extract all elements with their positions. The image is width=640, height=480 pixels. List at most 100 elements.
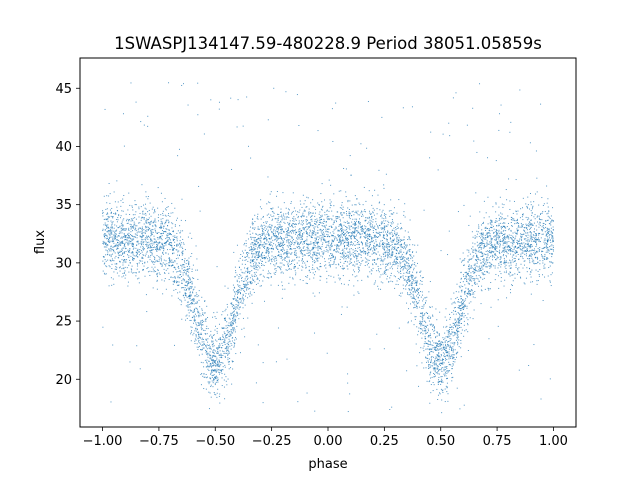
scatter-point — [271, 225, 273, 227]
scatter-point — [393, 275, 395, 277]
scatter-point — [389, 215, 391, 217]
scatter-point — [266, 247, 268, 249]
scatter-point — [334, 258, 336, 260]
scatter-point — [314, 215, 316, 217]
scatter-point — [165, 265, 167, 267]
scatter-point — [461, 289, 463, 291]
scatter-point — [271, 224, 273, 226]
scatter-point — [257, 251, 259, 253]
scatter-point — [447, 341, 449, 343]
scatter-point — [406, 270, 408, 272]
scatter-point — [453, 292, 455, 294]
scatter-point — [199, 337, 201, 339]
scatter-point — [254, 241, 256, 243]
scatter-point — [104, 273, 106, 275]
scatter-point — [320, 276, 322, 278]
scatter-point — [442, 381, 444, 383]
scatter-point — [317, 239, 319, 241]
scatter-point — [116, 229, 118, 231]
scatter-point — [270, 244, 272, 246]
scatter-point — [224, 356, 226, 358]
scatter-point — [229, 318, 231, 320]
scatter-point — [136, 237, 138, 239]
scatter-point — [126, 239, 128, 241]
scatter-point — [224, 333, 226, 335]
scatter-point — [195, 302, 197, 304]
scatter-point — [275, 232, 276, 234]
scatter-point — [230, 348, 232, 350]
scatter-point — [449, 335, 451, 337]
scatter-point — [213, 349, 215, 351]
scatter-point — [245, 285, 247, 287]
scatter-point — [318, 204, 320, 206]
scatter-point — [379, 224, 381, 226]
scatter-point — [342, 256, 344, 258]
scatter-point — [120, 241, 122, 243]
scatter-point — [359, 233, 361, 235]
scatter-point — [363, 251, 365, 253]
scatter-point — [283, 245, 285, 247]
scatter-point — [432, 390, 434, 392]
scatter-point — [480, 245, 482, 247]
scatter-point — [373, 226, 375, 228]
scatter-point — [416, 307, 418, 309]
scatter-point — [436, 355, 438, 357]
scatter-point — [430, 365, 432, 367]
scatter-point — [422, 315, 424, 317]
scatter-point — [184, 261, 186, 263]
scatter-point — [383, 223, 385, 225]
scatter-point — [412, 297, 414, 299]
scatter-point — [516, 218, 518, 220]
scatter-point — [521, 242, 523, 244]
scatter-point — [190, 340, 192, 342]
scatter-point — [434, 373, 436, 375]
scatter-point — [339, 266, 341, 268]
scatter-point — [121, 227, 123, 229]
scatter-point — [446, 387, 448, 389]
scatter-point — [347, 382, 349, 384]
scatter-point — [302, 214, 304, 216]
scatter-point — [519, 243, 521, 245]
scatter-point — [117, 253, 119, 255]
scatter-point — [551, 248, 553, 250]
scatter-point — [439, 393, 441, 395]
scatter-point — [193, 322, 194, 324]
scatter-point — [281, 259, 283, 261]
scatter-point — [464, 299, 466, 301]
scatter-point — [445, 336, 447, 338]
scatter-point — [455, 333, 457, 335]
scatter-point — [459, 307, 461, 309]
scatter-point — [367, 101, 369, 103]
scatter-point — [221, 342, 223, 344]
scatter-point — [376, 232, 378, 234]
scatter-point — [513, 248, 515, 250]
scatter-point — [320, 266, 322, 268]
scatter-point — [161, 223, 163, 225]
scatter-point — [194, 286, 196, 288]
scatter-point — [229, 357, 231, 359]
scatter-point — [290, 268, 292, 270]
scatter-point — [384, 270, 386, 272]
scatter-point — [354, 223, 356, 225]
scatter-point — [232, 322, 234, 324]
scatter-point — [139, 235, 141, 237]
scatter-point — [333, 222, 335, 224]
scatter-point — [266, 233, 268, 235]
scatter-point — [469, 277, 471, 279]
scatter-point — [317, 243, 319, 245]
scatter-point — [267, 119, 269, 121]
scatter-point — [201, 349, 203, 351]
scatter-point — [408, 249, 410, 251]
scatter-point — [145, 221, 147, 223]
scatter-point — [332, 253, 334, 255]
scatter-point — [260, 237, 262, 239]
scatter-point — [180, 236, 182, 238]
scatter-point — [423, 314, 425, 316]
scatter-point — [160, 227, 162, 229]
scatter-point — [316, 255, 318, 257]
scatter-point — [158, 256, 160, 258]
scatter-point — [430, 371, 432, 373]
scatter-point — [291, 230, 293, 232]
scatter-point — [378, 231, 380, 233]
scatter-point — [180, 242, 182, 244]
